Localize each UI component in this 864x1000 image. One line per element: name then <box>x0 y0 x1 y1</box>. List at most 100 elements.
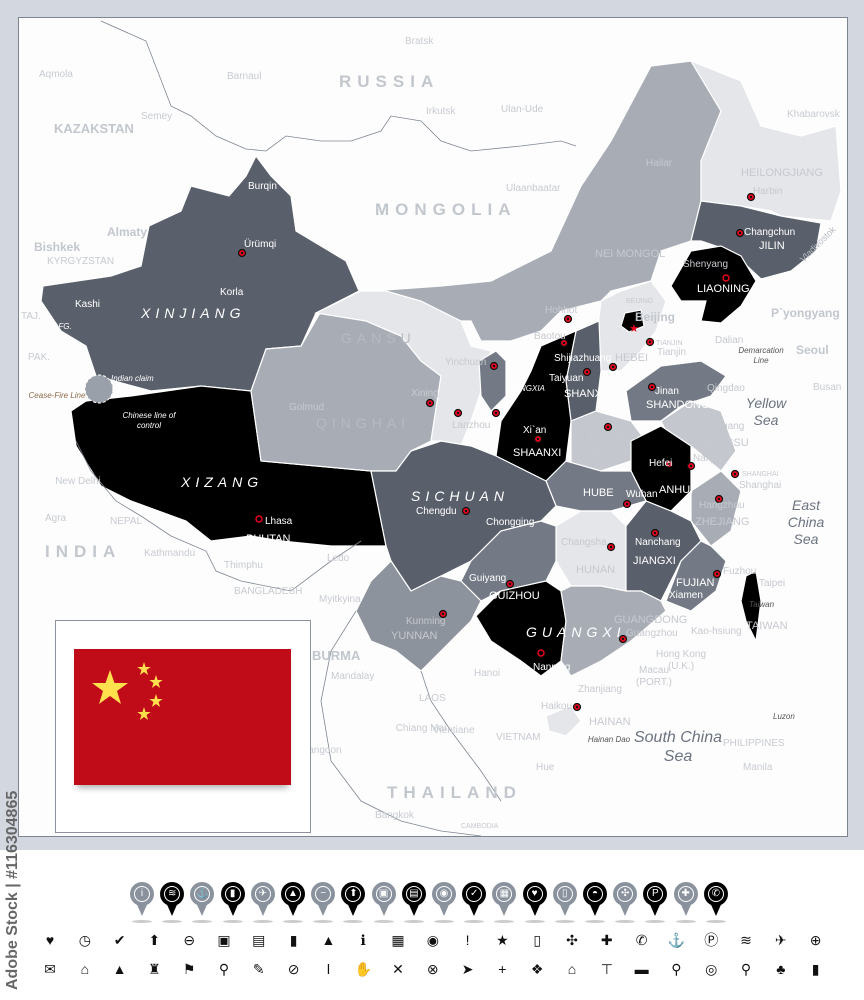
map-label-bangkok: Bangkok <box>375 810 414 821</box>
pin-shadow <box>132 920 152 923</box>
graduation-icon[interactable]: ▲ <box>112 961 127 977</box>
target-pin-icon[interactable]: ◉ <box>432 882 456 923</box>
check-pin-icon[interactable]: ✓ <box>462 882 487 923</box>
pin-head: ✆ <box>703 882 728 906</box>
capital-marker-center <box>611 365 615 369</box>
tools-icon[interactable]: ✣ <box>566 932 578 948</box>
pin-shadow <box>675 920 696 923</box>
heart-pin-icon[interactable]: ♥ <box>522 882 547 923</box>
map-label-philippines: PHILIPPINES <box>723 738 785 749</box>
tools-pin-icon[interactable]: ✣ <box>613 882 638 923</box>
fuel-pin-icon[interactable]: ▯ <box>552 882 577 923</box>
tent-pin-icon[interactable]: ▲ <box>281 882 305 923</box>
map-label-tianjin: Tianjin <box>657 347 687 358</box>
china-map: ★ RUSSIA MONGOLIA KAZAKSTAN KYRGYZSTAN TAJ. A… <box>18 17 848 837</box>
capital-marker-center <box>575 705 579 709</box>
flag-icon[interactable]: ⚑ <box>182 961 196 977</box>
arrow-up-icon[interactable]: ⬆ <box>148 932 161 948</box>
signpost-icon[interactable]: ⊤ <box>600 961 613 977</box>
phone-pin-icon[interactable]: ✆ <box>703 882 728 923</box>
home-icon[interactable]: ⌂ <box>567 961 577 977</box>
parking-icon[interactable]: Ⓟ <box>704 932 719 948</box>
prohibited-icon[interactable]: ⊘ <box>287 961 300 977</box>
map-label-vientiane: Vientiane <box>433 725 475 736</box>
map-label-nepal: NEPAL <box>110 516 143 527</box>
small-star-icon <box>137 662 151 675</box>
anchor-pin-icon[interactable]: ⚓ <box>190 882 215 923</box>
clock-icon[interactable]: ◷ <box>78 932 91 948</box>
large-star-icon <box>92 670 128 704</box>
exclamation-icon[interactable]: ! <box>465 932 470 948</box>
map-label-anhui: ANHUI <box>659 484 694 496</box>
atm-pin-icon[interactable]: ▦ <box>492 882 517 923</box>
train-pin-icon[interactable]: ▣ <box>371 882 396 923</box>
no-entry-icon[interactable]: ⊖ <box>183 932 196 948</box>
info-pin-icon[interactable]: i <box>130 882 154 923</box>
ticket-icon[interactable]: ▬ <box>634 961 649 977</box>
wifi-icon[interactable]: ≋ <box>740 932 752 948</box>
hospital-icon: ✚ <box>677 886 694 902</box>
pin-shadow <box>705 920 726 923</box>
cursor-icon[interactable]: ➤ <box>461 961 474 977</box>
footprints-icon[interactable]: ♣ <box>776 961 786 977</box>
map-label-vietnam: VIETNAM <box>496 732 541 743</box>
map-label-xiamen: Xiamen <box>669 590 703 601</box>
info-icon[interactable]: ℹ <box>360 932 366 948</box>
tower-icon[interactable]: ♜ <box>148 961 161 977</box>
airplane-icon[interactable]: ✈ <box>774 932 787 948</box>
atm-icon[interactable]: ▦ <box>391 932 405 948</box>
wifi-pin-icon[interactable]: ≋ <box>160 882 185 923</box>
anchor-icon[interactable]: ⚓ <box>667 932 686 948</box>
cancel-circle-icon[interactable]: ⊗ <box>426 961 439 977</box>
heart-icon[interactable]: ♥ <box>45 932 55 948</box>
map-label-urumqi: Ürümqi <box>244 239 277 250</box>
train-icon[interactable]: ▣ <box>217 932 231 948</box>
document-icon[interactable]: ▮ <box>811 961 820 977</box>
restaurant-pin-icon[interactable]: ◓ <box>583 882 607 923</box>
anchor-icon: ⚓ <box>194 886 211 902</box>
mail-icon[interactable]: ✉ <box>44 961 56 977</box>
pin-icon[interactable]: ǀ <box>326 961 331 977</box>
search-icon[interactable]: ⚲ <box>671 961 682 977</box>
drink-icon: ▮ <box>224 886 241 902</box>
drink-pin-icon[interactable]: ▮ <box>220 882 245 923</box>
map-label-agra: Agra <box>45 513 67 524</box>
hand-icon[interactable]: ✋ <box>354 961 372 977</box>
map-label-beijing-prov: BEIJING <box>626 298 654 305</box>
map-label-afg: AFG. <box>53 322 72 331</box>
pushpin-icon[interactable]: ✎ <box>252 961 265 977</box>
hospital-pin-icon[interactable]: ✚ <box>673 882 698 923</box>
capital-marker-center <box>609 545 613 549</box>
tent-icon[interactable]: ▲ <box>321 932 336 948</box>
no-entry-pin-icon[interactable]: − <box>311 882 336 923</box>
arrow-up-pin-icon[interactable]: ⬆ <box>341 882 366 923</box>
map-label-hanoi: Hanoi <box>474 668 501 679</box>
bus-icon[interactable]: ▤ <box>252 932 266 948</box>
phone-icon: ✆ <box>707 886 724 902</box>
airplane-pin-icon[interactable]: ✈ <box>250 882 275 923</box>
map-pin-icon[interactable]: ⚲ <box>218 961 230 977</box>
phone-icon[interactable]: ✆ <box>635 932 648 948</box>
parking-pin-icon[interactable]: P <box>643 882 668 923</box>
fuel-icon[interactable]: ▯ <box>533 932 542 948</box>
map-label-burqin: Burqin <box>248 181 277 192</box>
star-icon[interactable]: ★ <box>496 932 509 948</box>
globe-icon[interactable]: ⊕ <box>809 932 822 948</box>
hospital-icon[interactable]: ✚ <box>600 932 613 948</box>
marker-icon[interactable]: ⚲ <box>740 961 752 977</box>
map-label-tianjin-prov: TIANJIN <box>656 340 683 347</box>
bank-icon[interactable]: ⌂ <box>80 961 90 977</box>
map-label-busan: Busan <box>813 382 842 393</box>
drink-icon[interactable]: ▮ <box>289 932 298 948</box>
map-label-shanghai: Shanghai <box>739 480 782 491</box>
pin-head: − <box>311 882 336 906</box>
target-icon[interactable]: ◉ <box>426 932 439 948</box>
x-icon[interactable]: ✕ <box>392 961 404 977</box>
map-icon[interactable]: ❖ <box>530 961 544 977</box>
map-label-bhutan: BHUTAN <box>246 533 291 545</box>
crosshair-icon[interactable]: + <box>498 961 507 977</box>
check-icon[interactable]: ✔ <box>113 932 126 948</box>
region-shandong <box>625 360 727 422</box>
location-icon[interactable]: ◎ <box>705 961 718 977</box>
bus-pin-icon[interactable]: ▤ <box>401 882 426 923</box>
